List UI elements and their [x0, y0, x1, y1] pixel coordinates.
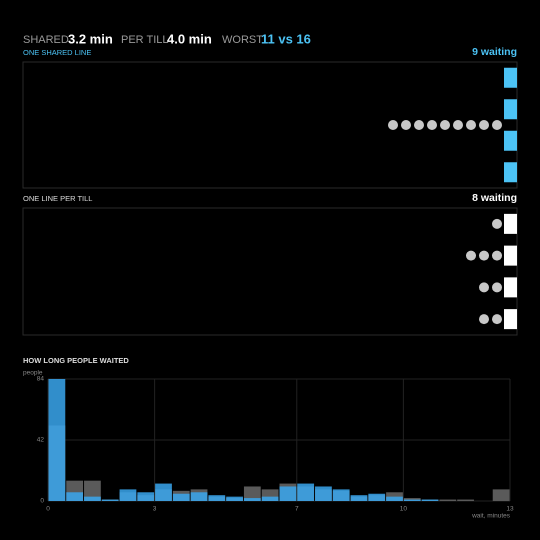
chart-title: HOW LONG PEOPLE WAITED	[23, 356, 129, 365]
histogram-bar	[226, 496, 243, 501]
till	[504, 67, 517, 88]
histogram-bar	[137, 492, 155, 501]
histogram-bar	[101, 499, 119, 501]
histogram-bar	[48, 379, 66, 501]
queue-dot	[401, 120, 411, 130]
x-axis-label: wait, minutes	[471, 513, 511, 520]
queue-dot	[440, 120, 450, 130]
panel-frame	[22, 207, 518, 336]
histogram-bar	[439, 499, 457, 501]
histogram-bar	[208, 495, 226, 501]
queue-dot	[479, 282, 489, 293]
queue-dot	[466, 120, 476, 130]
till	[504, 277, 517, 298]
queue-dot	[479, 314, 489, 325]
queue-dot	[388, 120, 398, 130]
queue-dot	[414, 120, 424, 130]
histogram-bar	[421, 499, 439, 501]
histogram-bar	[243, 498, 261, 501]
x-tick-label: 7	[295, 506, 299, 513]
stat-label: PER TILL	[121, 34, 169, 46]
histogram-bar	[403, 499, 421, 501]
panel-title: ONE SHARED LINE	[23, 48, 91, 57]
histogram-bar	[155, 483, 172, 501]
histogram-bar	[386, 496, 403, 501]
y-tick-label: 0	[40, 498, 44, 505]
till	[504, 309, 517, 330]
stat-label: WORST	[222, 34, 263, 46]
till	[504, 99, 517, 120]
queue-dot	[466, 250, 476, 261]
histogram-bar	[119, 489, 137, 501]
histogram-bar	[190, 492, 208, 501]
histogram-bar	[84, 496, 101, 501]
stat-value: 11 vs 16	[261, 31, 311, 46]
y-tick-label: 42	[37, 437, 45, 444]
x-tick-label: 0	[46, 506, 50, 513]
histogram-bar	[492, 489, 510, 501]
panel-status: 8 waiting	[472, 192, 517, 204]
histogram-bar	[279, 486, 297, 501]
till	[504, 162, 517, 183]
histogram-bar	[350, 495, 368, 501]
histogram-bar	[261, 489, 279, 501]
queue-dot	[492, 282, 502, 293]
x-tick-label: 3	[153, 506, 157, 513]
queue-dot	[453, 120, 463, 130]
queue-dot	[479, 120, 489, 130]
histogram-bar	[332, 489, 350, 501]
queue-dot	[492, 120, 502, 130]
histogram-bar	[84, 480, 101, 501]
histogram-bar	[315, 486, 332, 501]
stat-value: 3.2 min	[68, 31, 113, 46]
histogram-bar	[297, 483, 315, 501]
y-tick-label: 84	[37, 376, 45, 383]
histogram-bar	[243, 486, 261, 501]
panel-frame	[22, 61, 518, 189]
panel-title: ONE LINE PER TILL	[23, 194, 92, 203]
histogram-bar	[66, 492, 84, 501]
queue-dot	[479, 250, 489, 261]
queue-dot	[492, 314, 502, 325]
queue-dot	[427, 120, 437, 130]
queue-dot	[492, 250, 502, 261]
stat-value: 4.0 min	[167, 31, 212, 46]
histogram-bar	[261, 496, 279, 501]
histogram-bar	[172, 493, 190, 501]
x-tick-label: 10	[400, 506, 408, 513]
histogram-bar	[368, 493, 386, 501]
till	[504, 130, 517, 151]
x-tick-label: 13	[506, 506, 514, 513]
stat-label: SHARED	[23, 34, 69, 46]
queue-dot	[492, 218, 502, 229]
histogram-bar	[457, 499, 474, 501]
y-axis-label: people	[23, 370, 43, 377]
till	[504, 213, 517, 234]
till	[504, 245, 517, 266]
panel-status: 9 waiting	[472, 46, 517, 58]
